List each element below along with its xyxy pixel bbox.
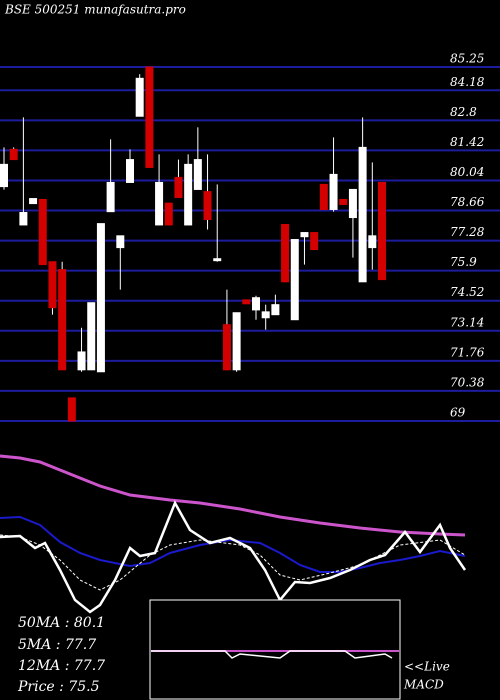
y-tick-label: 71.76 (450, 345, 485, 359)
y-tick-label: 82.8 (450, 105, 477, 119)
candle-body (203, 191, 212, 220)
y-tick-label: 85.25 (450, 52, 484, 66)
candle-body (9, 148, 18, 161)
y-tick-label: 70.38 (450, 375, 485, 389)
candle-body (77, 351, 86, 371)
candle-body (184, 163, 193, 226)
candle-body (232, 312, 241, 371)
y-tick-label: 80.04 (450, 165, 484, 179)
candle-body (96, 223, 105, 373)
candle-body (19, 212, 28, 226)
chart-title: BSE 500251 munafasutra.pro (4, 3, 186, 17)
y-tick-label: 69 (450, 406, 466, 420)
candle-body (164, 202, 173, 226)
candle-body (368, 235, 377, 249)
candle-body (319, 183, 328, 210)
candle-body (58, 269, 67, 371)
candle-body (358, 146, 367, 283)
live-label: <<Live (404, 660, 450, 674)
legend-text: 5MA : 77.7 (18, 637, 96, 653)
candle-body (222, 324, 231, 371)
candle-body (271, 304, 280, 316)
y-tick-label: 78.66 (450, 195, 485, 209)
macd-label: MACD (403, 678, 444, 692)
candle-body (155, 181, 164, 226)
legend-text: Price : 75.5 (17, 679, 100, 695)
candle-body (378, 181, 386, 281)
candle-body (106, 181, 115, 213)
candle-body (116, 235, 125, 249)
y-tick-label: 84.18 (450, 75, 485, 89)
ma-line (0, 515, 466, 573)
candle-body (242, 299, 251, 305)
legend-text: 12MA : 77.7 (18, 658, 105, 674)
candle-body (135, 77, 144, 117)
macd-line (151, 650, 393, 659)
candles (0, 66, 386, 422)
candle-body (67, 397, 76, 422)
price-line (0, 500, 467, 614)
candle-body (174, 176, 183, 198)
y-tick-label: 75.9 (450, 255, 477, 269)
candle-body (29, 198, 38, 205)
candle-body (310, 232, 319, 251)
ma-line (0, 534, 466, 591)
candle-body (48, 261, 57, 309)
candle-body (281, 224, 290, 283)
candle-body (126, 159, 134, 183)
candle-body (145, 66, 154, 168)
candle-body (300, 232, 309, 238)
candle-body (213, 258, 222, 262)
candle-body (87, 302, 96, 371)
y-tick-label: 81.42 (450, 135, 484, 149)
candle-body (261, 311, 270, 319)
candle-body (193, 159, 202, 190)
macd-panel (149, 599, 401, 700)
candle-body (252, 297, 260, 311)
y-tick-label: 77.28 (450, 225, 485, 239)
candle-body (348, 188, 357, 219)
candle-body (329, 173, 338, 210)
ma-line (0, 454, 466, 537)
candle-body (38, 198, 47, 266)
candle-body (290, 239, 299, 321)
candle-body (339, 198, 348, 205)
legend-text: 50MA : 80.1 (18, 615, 105, 631)
y-tick-label: 74.52 (450, 285, 484, 299)
candle-body (0, 163, 8, 188)
y-tick-label: 73.14 (450, 315, 484, 329)
